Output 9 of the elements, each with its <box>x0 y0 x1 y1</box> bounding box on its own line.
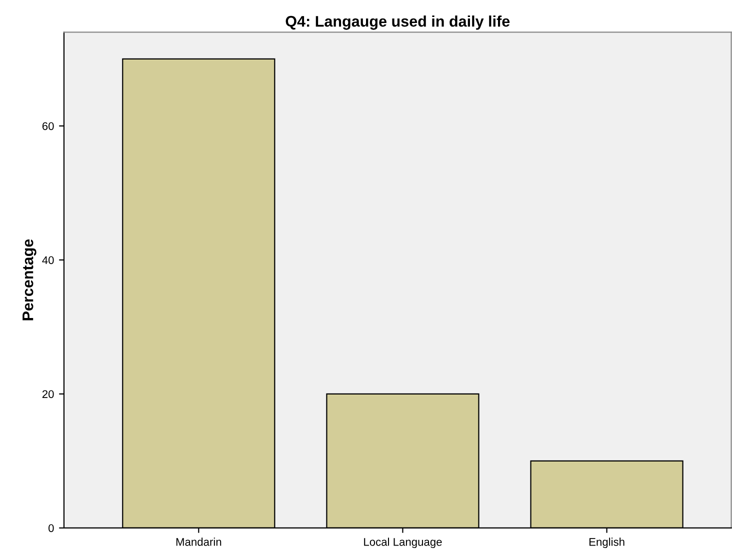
x-tick-label: English <box>589 538 624 548</box>
x-tick-label: Mandarin <box>176 538 222 546</box>
y-tick-label: 20 <box>42 390 54 398</box>
y-tick-label: 60 <box>42 122 54 130</box>
y-tick-label: 40 <box>42 256 54 264</box>
chart-title: Q4: Langauge used in daily life <box>286 16 510 30</box>
y-axis-title: Percentage <box>22 239 36 320</box>
y-tick-label: 0 <box>48 524 54 532</box>
x-tick-label: Local Language <box>364 538 442 548</box>
